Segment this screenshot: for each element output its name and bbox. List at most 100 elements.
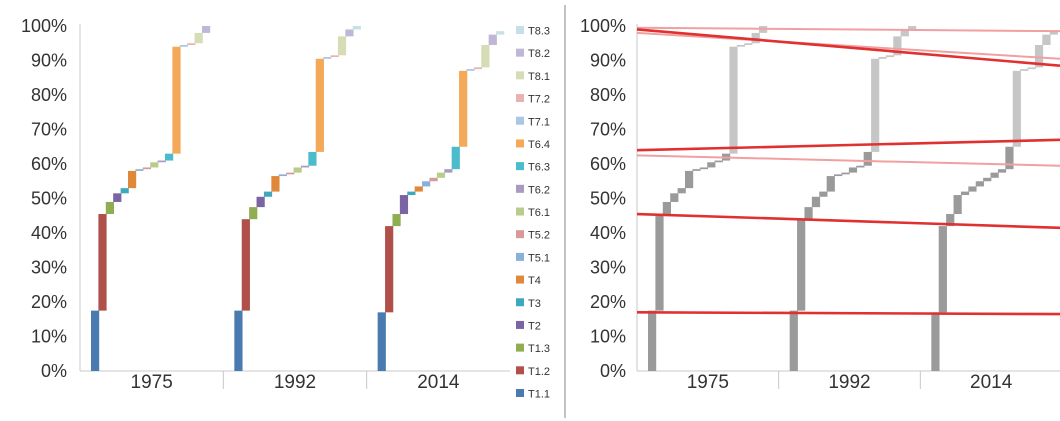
legend-label: T8.1	[528, 71, 550, 83]
bar-segment	[893, 36, 902, 56]
bar-segment	[451, 146, 460, 170]
bar-segment	[278, 174, 287, 177]
bar-segment	[714, 160, 723, 163]
bar-segment	[234, 310, 243, 371]
legend-swatch	[516, 366, 524, 375]
bar-segment	[811, 196, 821, 208]
bar-segment	[692, 169, 701, 171]
legend-label: T3	[528, 298, 541, 310]
bar-segment	[345, 29, 354, 37]
legend-label: T8.2	[528, 48, 550, 60]
legend-swatch	[516, 26, 524, 34]
y-tick-label: 100%	[580, 16, 626, 36]
legend-swatch	[516, 116, 524, 125]
bar-segment	[300, 165, 310, 168]
bar-segment	[422, 181, 431, 187]
bar-segment	[323, 57, 332, 59]
legend-swatch	[516, 162, 524, 171]
y-tick-label: 80%	[31, 85, 67, 105]
legend-swatch	[516, 184, 524, 193]
y-tick-label: 40%	[31, 223, 67, 243]
bar-segment	[436, 172, 446, 178]
legend-swatch	[516, 230, 524, 239]
x-tick-label: 1975	[687, 372, 729, 393]
legend-label: T1.3	[528, 343, 550, 355]
bar-segment	[241, 219, 250, 311]
bar-segment	[729, 46, 738, 154]
x-tick-label: 2014	[417, 372, 460, 393]
bar-segment	[900, 29, 909, 37]
bar-segment	[150, 162, 159, 168]
legend-label: T1.1	[528, 389, 550, 401]
bar-segment	[249, 207, 258, 220]
bar-segment	[1034, 44, 1044, 68]
bar-segment	[105, 201, 114, 215]
legend-label: T7.1	[528, 116, 550, 128]
bar-segment	[399, 195, 409, 215]
bar-segment	[444, 169, 453, 173]
bar-segment	[863, 151, 872, 166]
legend-swatch	[516, 320, 524, 329]
bar-segment	[337, 36, 347, 56]
legend-swatch	[516, 94, 524, 103]
y-tick-label: 60%	[31, 154, 67, 174]
bar-segment	[315, 58, 324, 152]
bar-segment	[392, 214, 401, 227]
bar-segment	[473, 67, 483, 70]
y-tick-label: 0%	[41, 361, 67, 381]
legend-label: T6.2	[528, 184, 550, 196]
bar-segment	[707, 162, 716, 168]
bar-segment	[751, 32, 760, 44]
bar-segment	[997, 169, 1007, 173]
bar-segment	[938, 226, 947, 313]
legend-swatch	[516, 48, 524, 57]
red-trend-line	[636, 212, 1060, 230]
bar-segment	[789, 310, 798, 371]
y-tick-label: 90%	[590, 51, 626, 71]
bar-segment	[377, 312, 386, 371]
y-tick-label: 80%	[590, 85, 626, 105]
bar-segment	[194, 32, 203, 44]
bar-segment	[1049, 31, 1058, 35]
y-tick-label: 70%	[31, 120, 67, 140]
bar-segment	[1020, 69, 1029, 71]
y-tick-label: 90%	[31, 51, 67, 71]
y-tick-label: 10%	[31, 327, 67, 347]
bar-segment	[968, 186, 977, 192]
bar-segment	[286, 172, 295, 175]
bar-segment	[407, 191, 416, 196]
x-tick-label: 1975	[131, 372, 173, 393]
y-tick-label: 60%	[590, 154, 626, 174]
legend-swatch	[516, 252, 524, 261]
bar-segment	[744, 43, 753, 45]
bar-segment	[804, 207, 813, 220]
bar-segment	[685, 170, 694, 189]
bar-segment	[826, 176, 835, 192]
bar-segment	[1027, 67, 1036, 70]
bar-segment	[931, 312, 940, 371]
legend-label: T8.3	[528, 26, 550, 38]
x-tick-label: 1992	[828, 372, 870, 393]
bar-segment	[975, 181, 984, 187]
x-tick-label: 2014	[970, 372, 1013, 393]
bar-segment	[187, 43, 196, 45]
bar-segment	[1012, 70, 1021, 147]
bar-segment	[878, 57, 887, 59]
bar-segment	[496, 31, 505, 35]
legend-label: T5.1	[528, 252, 550, 264]
legend-label: T7.2	[528, 94, 550, 106]
bar-segment	[142, 167, 151, 170]
bar-segment	[459, 70, 468, 147]
legend-label: T2	[528, 320, 541, 332]
bar-segment	[202, 26, 211, 33]
bar-segment	[414, 186, 423, 192]
bar-segment	[429, 177, 438, 182]
y-tick-label: 20%	[590, 292, 626, 312]
bar-segment	[352, 26, 361, 30]
bar-segment	[871, 58, 880, 152]
bar-segment	[819, 191, 828, 197]
bar-segment	[293, 167, 302, 173]
bar-segment	[98, 214, 107, 311]
bar-segment	[841, 172, 850, 175]
y-tick-label: 30%	[31, 258, 67, 278]
